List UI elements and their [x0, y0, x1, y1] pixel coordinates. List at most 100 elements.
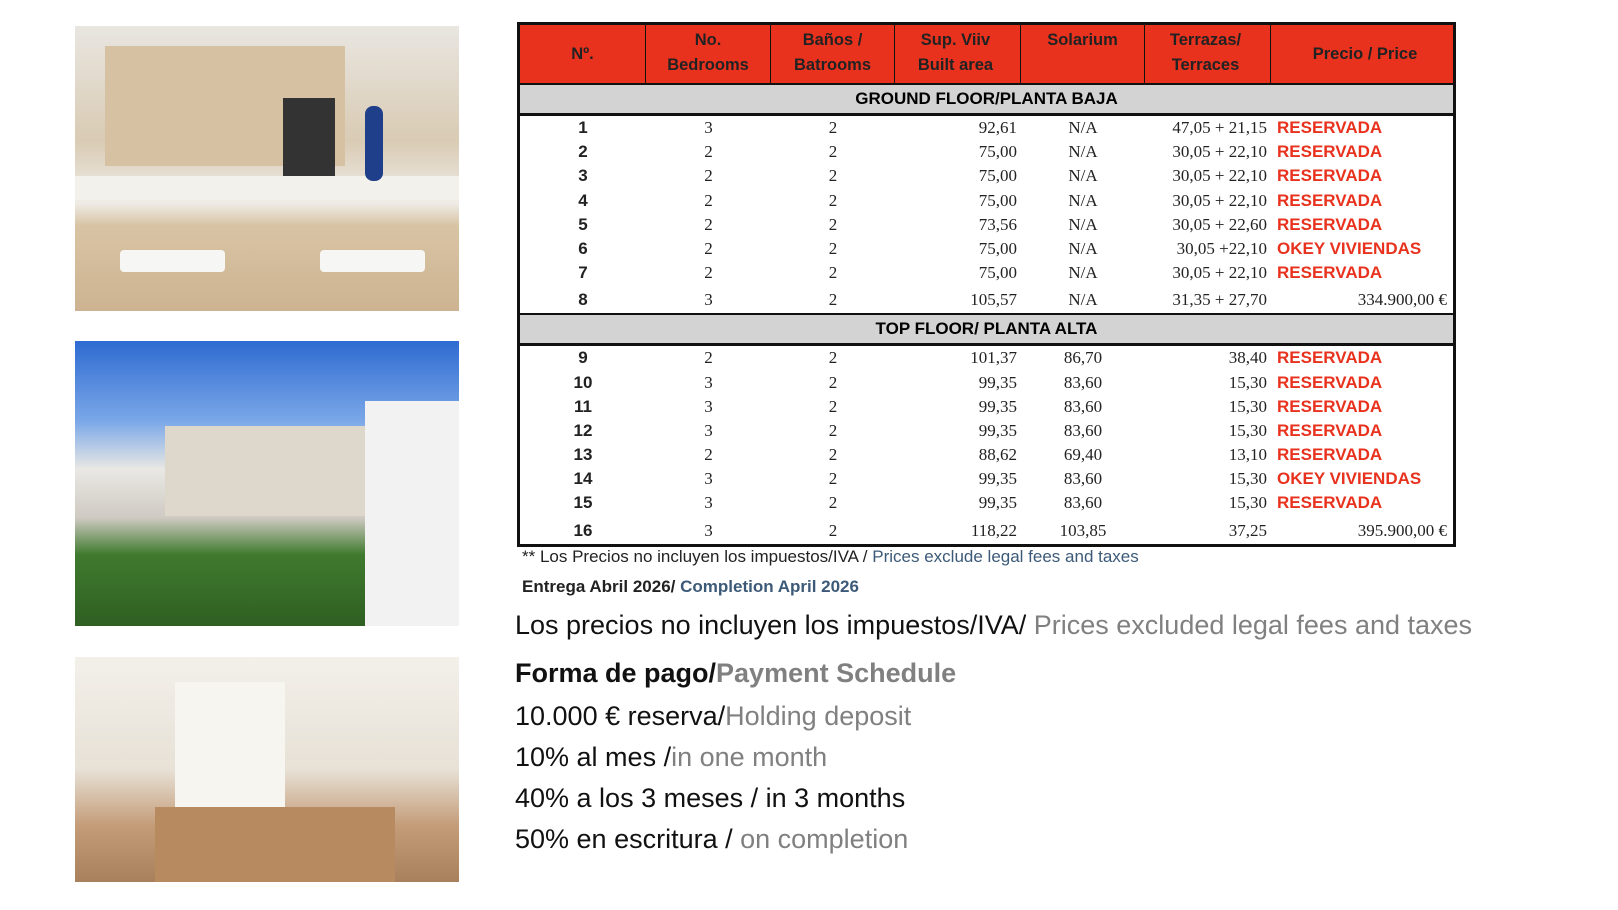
table-cell: 15,30: [1228, 396, 1267, 416]
bed: [155, 807, 395, 882]
table-cell: 75,00: [978, 166, 1017, 186]
table-cell: 99,35: [978, 420, 1017, 440]
table-cell: 2: [828, 420, 838, 440]
payment-item-en: Holding deposit: [725, 701, 912, 731]
taxes-note: ** Los Precios no incluyen los impuestos…: [522, 547, 1139, 567]
table-cell: 99,35: [978, 396, 1017, 416]
table-cell: 75,00: [978, 238, 1017, 258]
taxes-statement-en: Prices excluded legal fees and taxes: [1033, 610, 1473, 640]
table-row: 8 3 2 105,57 N/A 31,35 + 27,70 334.900,00 €: [520, 285, 1453, 313]
payment-item-es: 50% en escritura /: [515, 824, 741, 854]
table-row: 6 2 2 75,00 N/A 30,05 +22,10 OKEY VIVIENDAS: [520, 237, 1453, 261]
table-cell: 13: [573, 445, 593, 465]
price-cell: RESERVADA: [1277, 263, 1383, 283]
price-cell: RESERVADA: [1277, 214, 1383, 234]
table-cell: 3: [704, 290, 713, 310]
table-cell: 3: [704, 420, 713, 440]
table-cell: 105,57: [970, 290, 1017, 310]
column-header-line: No.: [694, 31, 722, 49]
column-header-line: Terraces: [1171, 56, 1240, 74]
payment-item: 40% a los 3 meses / in 3 months: [515, 783, 905, 814]
table-row: 2 2 2 75,00 N/A 30,05 + 22,10 RESERVADA: [520, 140, 1453, 164]
payment-item: 50% en escritura / on completion: [515, 824, 908, 855]
table-cell: 2: [828, 166, 838, 186]
table-cell: 2: [704, 348, 713, 368]
delivery-note-en: Completion April 2026: [680, 577, 859, 596]
column-header-line: Baños /: [802, 31, 863, 49]
table-cell: 2: [828, 396, 838, 416]
price-cell: 395.900,00 €: [1357, 520, 1447, 540]
table-cell: 30,05 + 22,10: [1172, 190, 1267, 210]
table-cell: 83,60: [1063, 420, 1103, 440]
table-cell: N/A: [1068, 214, 1098, 234]
table-cell: 2: [828, 142, 838, 162]
price-cell: OKEY VIVIENDAS: [1277, 238, 1422, 258]
price-cell: RESERVADA: [1277, 118, 1383, 137]
table-cell: 83,60: [1063, 372, 1103, 392]
payment-item: 10.000 € reserva/Holding deposit: [515, 701, 911, 732]
table-cell: 10: [573, 372, 593, 392]
table-cell: 12: [573, 420, 593, 440]
column-header-line: Nº.: [571, 45, 594, 63]
table-cell: 3: [578, 166, 588, 186]
table-header: Nº. No. Bedrooms Baños / Batrooms Sup. Viiv Bu…: [520, 25, 1453, 85]
table-cell: 30,05 + 22,10: [1172, 263, 1267, 283]
table-cell: 15: [573, 493, 593, 513]
table-cell: 101,37: [970, 348, 1017, 368]
table-cell: 83,60: [1063, 493, 1103, 513]
table-cell: 2: [828, 238, 838, 258]
table-cell: 2: [828, 445, 838, 465]
table-row: 3 2 2 75,00 N/A 30,05 + 22,10 RESERVADA: [520, 164, 1453, 188]
column-header: Baños / Batrooms: [771, 25, 895, 83]
table-cell: 47,05 + 21,15: [1172, 118, 1267, 137]
table-cell: 8: [578, 290, 588, 310]
column-header: Solarium: [1021, 25, 1145, 83]
table-row: 12 3 2 99,35 83,60 15,30 RESERVADA: [520, 419, 1453, 443]
countertop: [75, 176, 459, 200]
table-row: 9 2 2 101,37 86,70 38,40 RESERVADA: [520, 346, 1453, 370]
price-cell: RESERVADA: [1277, 445, 1383, 465]
table-cell: 3: [704, 493, 713, 513]
column-header-line: Built area: [917, 56, 994, 74]
price-cell: RESERVADA: [1277, 166, 1383, 186]
table-cell: 2: [704, 238, 713, 258]
table-cell: N/A: [1068, 118, 1098, 137]
table-cell: 2: [828, 190, 838, 210]
payment-item: 10% al mes /in one month: [515, 742, 827, 773]
payment-title-es: Forma de pago/: [515, 658, 717, 688]
table-cell: 83,60: [1063, 469, 1103, 489]
table-cell: 99,35: [978, 493, 1017, 513]
taxes-note-en: Prices exclude legal fees and taxes: [872, 547, 1139, 566]
table-row: 10 3 2 99,35 83,60 15,30 RESERVADA: [520, 371, 1453, 395]
table-row: 11 3 2 99,35 83,60 15,30 RESERVADA: [520, 395, 1453, 419]
payment-title: Forma de pago/Payment Schedule: [515, 658, 956, 689]
table-cell: 15,30: [1228, 372, 1267, 392]
table-cell: 2: [578, 142, 588, 162]
table-row: 5 2 2 73,56 N/A 30,05 + 22,60 RESERVADA: [520, 213, 1453, 237]
table-cell: N/A: [1068, 263, 1098, 283]
table-row: 16 3 2 118,22 103,85 37,25 395.900,00 €: [520, 516, 1453, 544]
section-title: TOP FLOOR/ PLANTA ALTA: [520, 313, 1453, 347]
table-cell: 2: [828, 372, 838, 392]
table-cell: 6: [578, 238, 588, 258]
table-cell: 38,40: [1228, 348, 1267, 368]
column-header-line: Bedrooms: [667, 56, 749, 74]
table-cell: N/A: [1068, 238, 1098, 258]
column-header: No. Bedrooms: [646, 25, 771, 83]
table-cell: 86,70: [1063, 348, 1103, 368]
taxes-statement: Los precios no incluyen los impuestos/IV…: [515, 610, 1472, 641]
price-cell: OKEY VIVIENDAS: [1277, 469, 1422, 489]
table-row: 15 3 2 99,35 83,60 15,30 RESERVADA: [520, 491, 1453, 515]
table-row: 14 3 2 99,35 83,60 15,30 OKEY VIVIENDAS: [520, 467, 1453, 491]
bedroom-photo: [75, 657, 459, 882]
table-cell: 83,60: [1063, 396, 1103, 416]
table-cell: 75,00: [978, 190, 1017, 210]
table-cell: 2: [828, 214, 838, 234]
table-cell: 2: [704, 166, 713, 186]
table-row: 13 2 2 88,62 69,40 13,10 RESERVADA: [520, 443, 1453, 467]
table-cell: 2: [828, 348, 838, 368]
table-cell: 31,35 + 27,70: [1172, 290, 1267, 310]
table-cell: 2: [828, 263, 838, 283]
table-cell: 2: [704, 190, 713, 210]
column-header: Terrazas/Terraces: [1145, 25, 1271, 83]
